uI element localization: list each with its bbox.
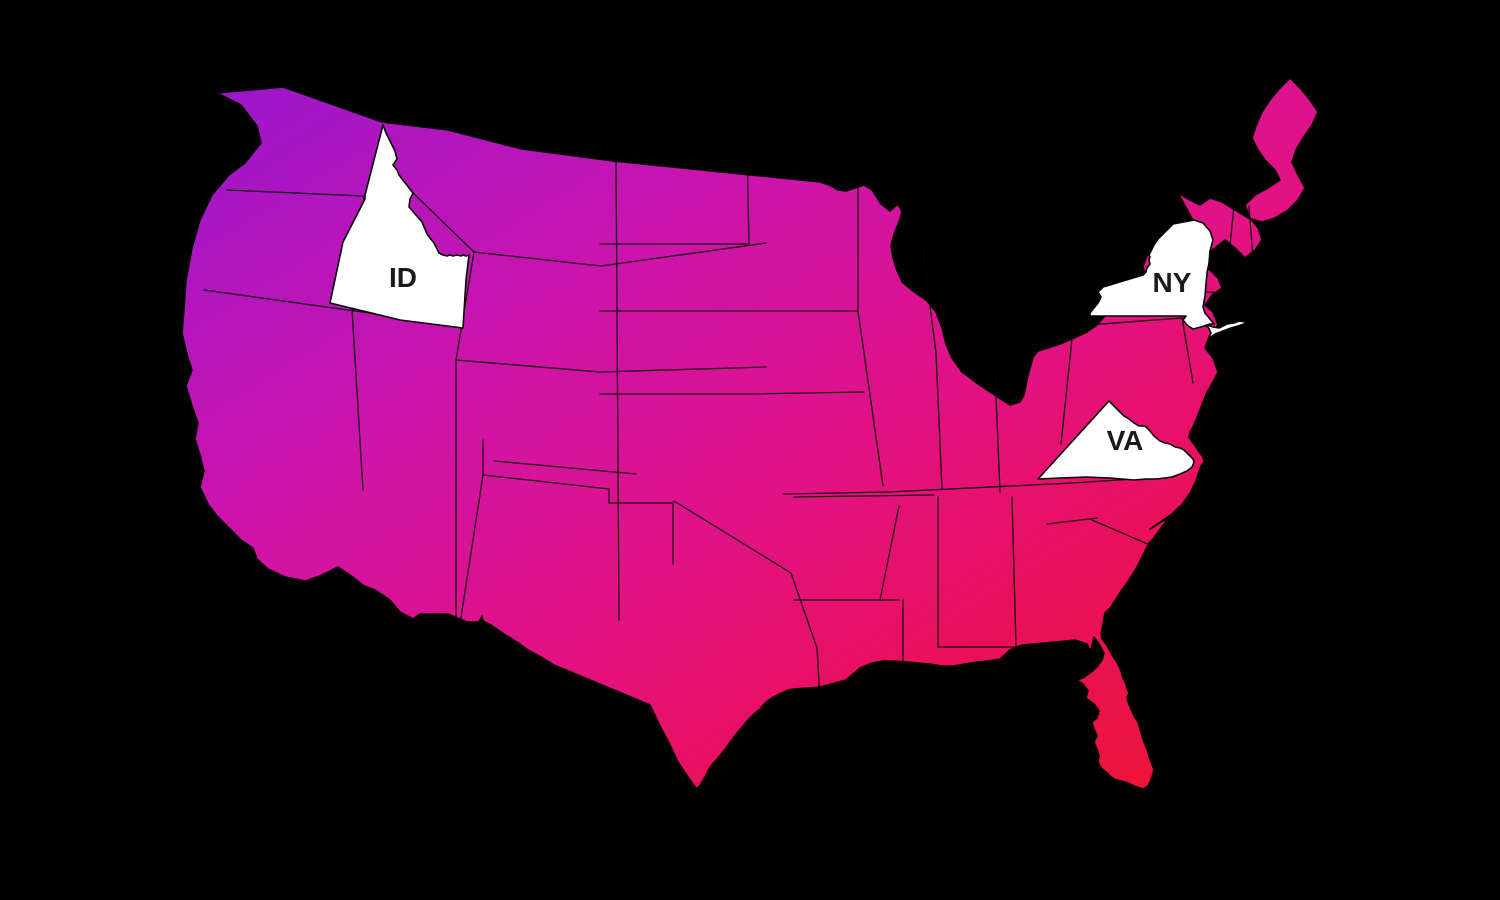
svg-text:ID: ID (389, 262, 417, 293)
svg-text:NY: NY (1153, 267, 1192, 298)
svg-text:VA: VA (1107, 425, 1144, 456)
